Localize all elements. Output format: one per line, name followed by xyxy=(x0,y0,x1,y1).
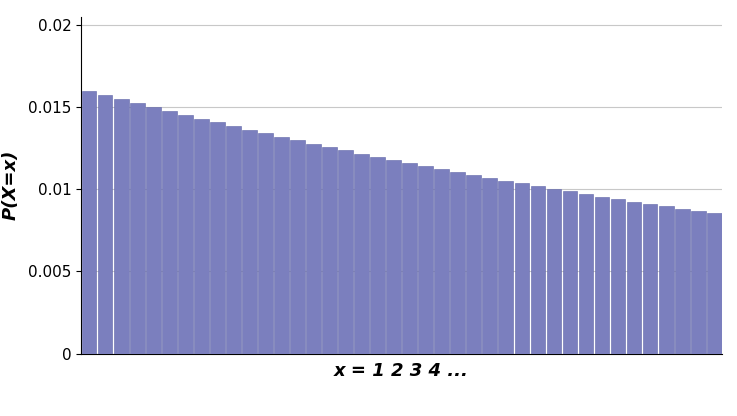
Bar xyxy=(210,122,225,354)
X-axis label: x = 1 2 3 4 ...: x = 1 2 3 4 ... xyxy=(334,362,469,380)
Bar xyxy=(579,194,593,354)
Bar xyxy=(467,175,481,354)
Bar xyxy=(643,204,657,354)
Bar xyxy=(483,178,497,354)
Bar xyxy=(691,211,705,354)
Bar xyxy=(146,107,161,354)
Bar xyxy=(258,134,273,354)
Bar xyxy=(419,166,433,354)
Bar xyxy=(562,191,577,354)
Bar xyxy=(626,202,641,354)
Bar xyxy=(498,181,513,354)
Y-axis label: P(X=x): P(X=x) xyxy=(1,150,20,220)
Bar xyxy=(531,186,545,354)
Bar xyxy=(226,126,241,354)
Bar xyxy=(659,206,674,354)
Bar xyxy=(290,140,305,354)
Bar xyxy=(386,160,401,354)
Bar xyxy=(547,189,562,354)
Bar xyxy=(242,130,256,354)
Bar xyxy=(338,151,353,354)
Bar xyxy=(402,163,417,354)
Bar xyxy=(611,199,626,354)
Bar xyxy=(595,197,609,354)
Bar xyxy=(130,103,144,354)
Bar xyxy=(707,213,722,354)
Bar xyxy=(514,183,529,354)
Bar xyxy=(370,157,385,354)
Bar xyxy=(675,209,690,354)
Bar xyxy=(274,137,289,354)
Bar xyxy=(194,119,209,354)
Bar xyxy=(162,111,177,354)
Bar xyxy=(322,147,337,354)
Bar xyxy=(82,91,97,354)
Bar xyxy=(354,154,369,354)
Bar xyxy=(434,169,449,354)
Bar xyxy=(113,99,128,354)
Bar xyxy=(306,144,321,354)
Bar xyxy=(178,115,192,354)
Bar xyxy=(450,172,465,354)
Bar xyxy=(98,95,113,354)
